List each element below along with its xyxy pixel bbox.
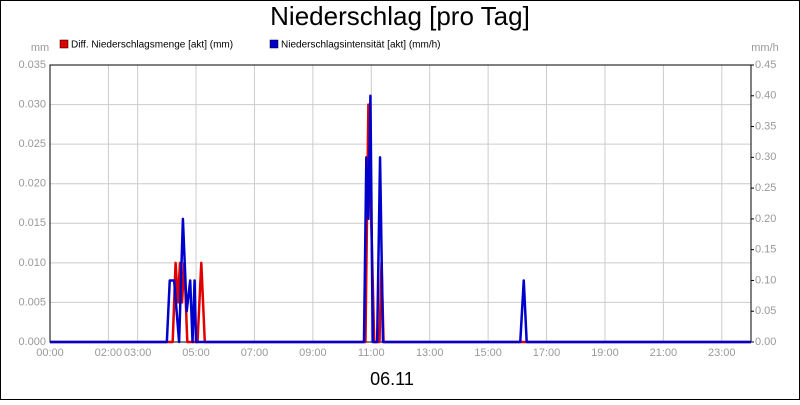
x-tick-label: 19:00 [591,347,619,359]
x-tick-label: 17:00 [533,347,561,359]
y-tick-label: 0.035 [18,59,46,71]
y2-tick-label: 0.30 [755,151,776,163]
series-line [50,103,751,344]
x-tick-label: 23:00 [708,347,736,359]
legend-label: Diff. Niederschlagsmenge [akt] (mm) [71,40,233,51]
x-tick-label: 13:00 [416,347,444,359]
legend-swatch [59,39,69,49]
x-tick-label: 05:00 [182,347,210,359]
y2-tick-label: 0.25 [755,182,776,194]
legend-label: Niederschlagsintensität [akt] (mm/h) [281,40,441,51]
chart-title: Niederschlag [pro Tag] [270,1,530,31]
y-tick-label: 0.025 [18,138,46,150]
x-tick-label: 00:00 [36,347,64,359]
y2-tick-label: 0.45 [755,59,776,71]
legend-swatch [269,39,279,49]
y2-tick-label: 0.10 [755,274,776,286]
y-tick-label: 0.005 [18,296,46,308]
x-tick-label: 03:00 [124,347,152,359]
y2-tick-label: 0.00 [755,336,776,348]
y2-tick-label: 0.35 [755,120,776,132]
y-tick-label: 0.030 [18,98,46,110]
y2-tick-label: 0.05 [755,305,776,317]
y-tick-label: 0.020 [18,178,46,190]
x-tick-label: 21:00 [650,347,678,359]
x-tick-label: 09:00 [299,347,327,359]
x-tick-label: 15:00 [474,347,502,359]
y2-tick-label: 0.20 [755,213,776,225]
x-tick-label: 11:00 [358,347,385,359]
x-tick-label: 07:00 [241,347,269,359]
y-axis-label: mm [31,42,49,54]
y-tick-label: 0.015 [18,217,46,229]
y-tick-label: 0.010 [18,257,46,269]
y2-axis-label: mm/h [751,42,779,54]
x-axis-label: 06.11 [370,369,414,389]
plot-area [49,64,752,343]
x-tick-label: 02:00 [95,347,123,359]
y-tick-label: 0.000 [18,336,46,348]
y2-tick-label: 0.15 [755,244,776,256]
series-line [50,94,751,344]
y2-tick-label: 0.40 [755,90,776,102]
